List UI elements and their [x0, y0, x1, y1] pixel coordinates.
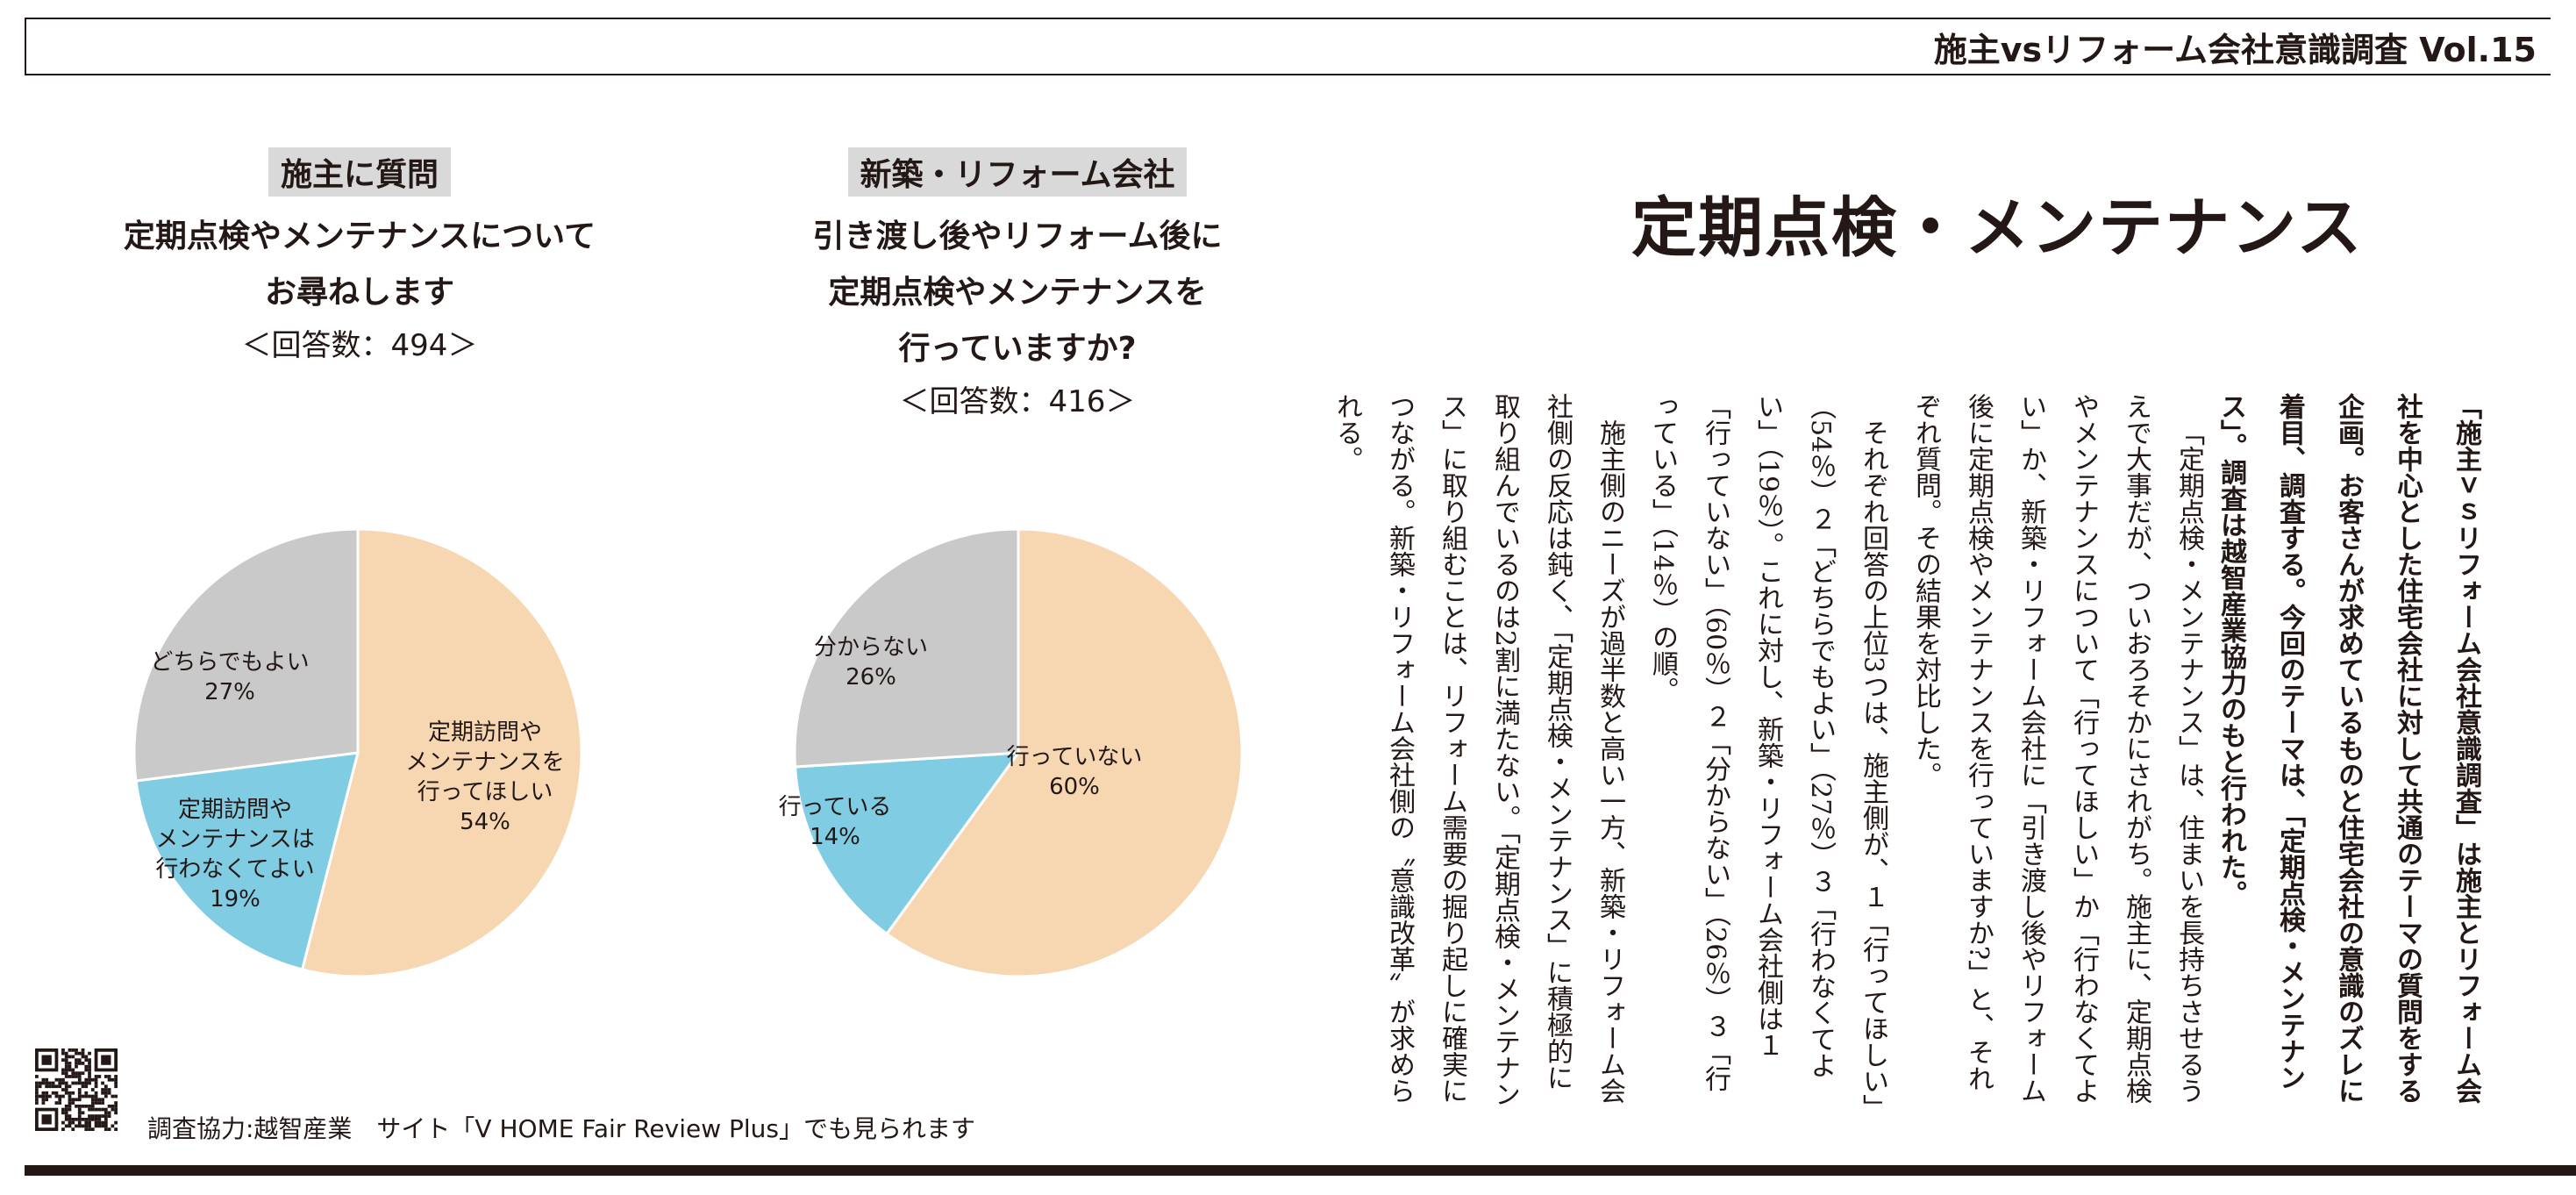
body-paragraph: それぞれ回答の上位3つは、施主側が、１「行ってほしい」（54％）２「どちらでもよ…	[1647, 393, 1888, 1108]
slice-label: 行っていない 60%	[1007, 742, 1143, 802]
slice-label: 定期訪問やメンテナンスは 行わなくてよい 19%	[155, 795, 314, 914]
slice-label: 分からない 26%	[814, 633, 928, 692]
qr-code-icon[interactable]	[35, 1048, 118, 1131]
slice-label-line: どちらでもよい	[150, 649, 310, 676]
pie-chart-owner: 定期訪問や メンテナンスを 行ってほしい 54% 定期訪問や メンテナンスは 行わなくてよい…	[130, 526, 586, 983]
body-paragraph: 施主側のニーズが過半数と高い一方、新築・リフォーム会社側の反応は鈍く、「定期点検…	[1331, 393, 1625, 1108]
pie-slice	[793, 527, 1020, 769]
slice-label: 行っている 14%	[779, 792, 892, 852]
slice-label-line: 定期訪問や	[177, 797, 293, 823]
question-tag: 施主に質問	[268, 147, 451, 197]
header-frame	[25, 18, 2551, 75]
slice-label-line: 行わなくてよい	[155, 856, 315, 883]
question-line: 定期点検やメンテナンスを	[828, 275, 1207, 311]
slice-label: どちらでもよい 27%	[150, 648, 309, 707]
slice-label-line: 行っている	[778, 794, 892, 820]
response-count: ＜回答数：416＞	[899, 384, 1136, 419]
slice-label-line: 行っていない	[1006, 744, 1143, 770]
survey-left-heading: 施主に質問 定期点検やメンテナンスについて お尋ねします ＜回答数：494＞	[88, 147, 632, 364]
response-count: ＜回答数：494＞	[241, 328, 478, 363]
pie-slice	[134, 751, 360, 971]
slice-percent: 19%	[210, 886, 260, 912]
slice-label-line: 定期訪問や	[427, 719, 543, 746]
body-paragraph: 「定期点検・メンテナンス」は、住まいを長持ちさせるうえで大事だが、ついおろそかに…	[1910, 393, 2204, 1104]
slice-label-line: 分からない	[813, 634, 929, 661]
slice-percent: 54%	[460, 809, 510, 835]
intro-text: 「施主ｖｓリフォーム会社意識調査」は施主とリフォーム会社を中心とした住宅会社に対…	[2193, 393, 2495, 1108]
intro-paragraph: 「施主ｖｓリフォーム会社意識調査」は施主とリフォーム会社を中心とした住宅会社に対…	[2216, 393, 2481, 1104]
slice-label-line: メンテナンスは	[155, 826, 315, 853]
footer-credit: 調査協力:越智産業 サイト「V HOME Fair Review Plus」でも…	[147, 1114, 976, 1143]
series-title: 施主vsリフォーム会社意識調査 Vol.15	[1933, 31, 2537, 69]
slice-label-line: メンテナンスを	[405, 749, 565, 776]
question-line: お尋ねします	[264, 275, 454, 311]
pie-chart-company: 行っていない 60% 行っている 14% 分からない 26%	[779, 526, 1246, 983]
bottom-rule	[25, 1165, 2576, 1176]
question-line: 行っていますか?	[898, 331, 1137, 367]
article-body: 「定期点検・メンテナンス」は、住まいを長持ちさせるうえで大事だが、ついおろそかに…	[1331, 393, 2215, 1108]
pie-slice	[885, 527, 1244, 978]
question-tag: 新築・リフォーム会社	[847, 147, 1188, 197]
slice-percent: 26%	[846, 664, 896, 691]
slice-label-line: 行ってほしい	[417, 779, 553, 805]
pie-slice	[300, 527, 583, 978]
question-line: 引き渡し後やリフォーム後に	[812, 218, 1223, 254]
slice-percent: 14%	[810, 824, 860, 850]
pie-slice	[793, 751, 1022, 936]
question-line: 定期点検やメンテナンスについて	[123, 218, 596, 254]
slice-percent: 27%	[204, 679, 255, 705]
survey-right-heading: 新築・リフォーム会社 引き渡し後やリフォーム後に 定期点検やメンテナンスを 行っ…	[728, 147, 1307, 420]
slice-percent: 60%	[1049, 774, 1100, 800]
slice-label: 定期訪問やメンテナンスを 行ってほしい 54%	[405, 718, 564, 837]
main-title: 定期点検・メンテナンス	[1631, 190, 2364, 266]
pie-slice	[132, 527, 360, 783]
